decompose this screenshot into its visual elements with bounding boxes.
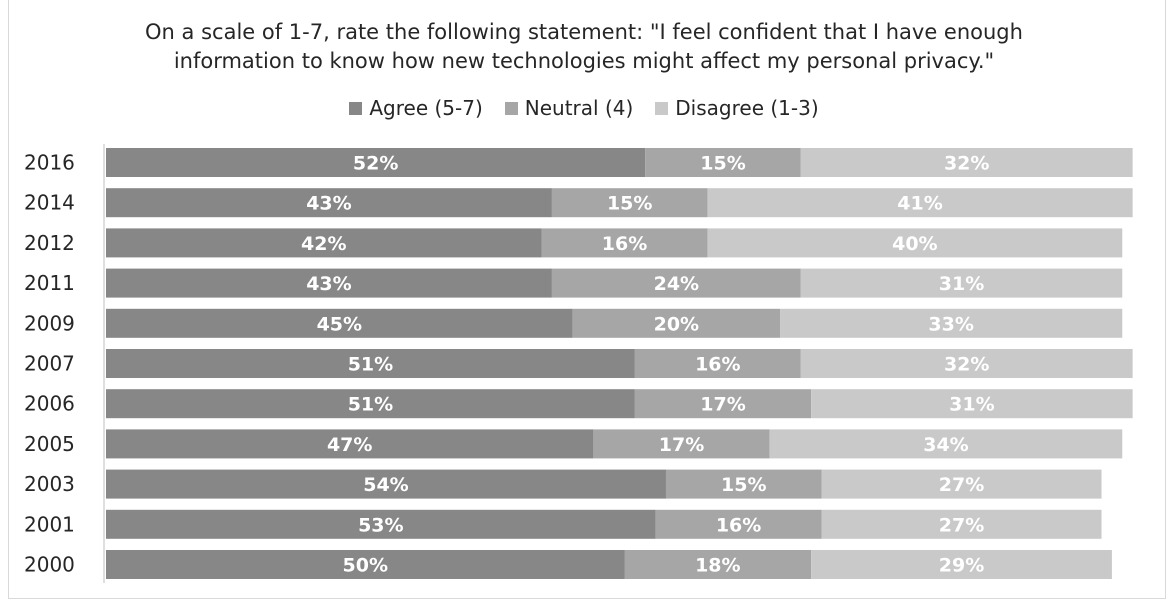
data-label-2003-series-2: 27% (939, 474, 984, 496)
data-label-2006-series-1: 17% (700, 394, 745, 416)
bar-2006-series-1 (634, 389, 812, 419)
data-label-2007-series-0: 51% (348, 354, 393, 376)
legend-swatch-agree (349, 101, 363, 115)
bar-2001-series-0 (106, 509, 656, 539)
data-label-2014-series-1: 15% (607, 193, 652, 215)
legend-swatch-neutral (504, 101, 518, 115)
y-tick-label-2011: 2011 (24, 271, 75, 295)
bar-2016-series-2 (800, 148, 1133, 177)
bar-2009-series-0 (106, 308, 573, 338)
data-label-2016-series-1: 15% (700, 153, 745, 175)
data-label-2016-series-0: 52% (353, 153, 398, 175)
data-label-2005-series-0: 47% (327, 434, 372, 456)
bar-2005-series-2 (769, 429, 1123, 459)
data-label-2003-series-0: 54% (363, 474, 408, 496)
bar-2012-series-0 (106, 228, 542, 258)
bar-2011-series-2 (800, 268, 1123, 298)
bar-2012-series-1 (541, 228, 708, 258)
data-label-2007-series-2: 32% (944, 354, 989, 376)
y-tick-label-2005: 2005 (24, 432, 75, 456)
chart-frame (8, 0, 1166, 599)
data-label-2014-series-0: 43% (306, 193, 351, 215)
y-tick-label-2012: 2012 (24, 231, 75, 255)
data-label-2009-series-0: 45% (317, 313, 362, 335)
y-tick-label-2006: 2006 (24, 392, 75, 416)
y-tick-label-2001: 2001 (24, 512, 75, 536)
data-label-2011-series-1: 24% (654, 273, 699, 295)
legend-item-neutral: Neutral (4) (504, 96, 634, 120)
bar-2012-series-2 (707, 228, 1123, 258)
data-label-2000-series-2: 29% (939, 555, 984, 577)
legend-item-agree: Agree (5-7) (349, 96, 483, 120)
legend-label-agree: Agree (5-7) (369, 96, 483, 120)
bar-2016-series-0 (106, 148, 646, 177)
bar-2009-series-2 (780, 308, 1123, 338)
data-label-2009-series-1: 20% (654, 313, 699, 335)
data-label-2011-series-2: 31% (939, 273, 984, 295)
y-tick-label-2009: 2009 (24, 311, 75, 335)
data-label-2006-series-2: 31% (949, 394, 994, 416)
legend-label-disagree: Disagree (1-3) (675, 96, 819, 120)
bar-2014-series-1 (551, 188, 708, 218)
data-label-2016-series-2: 32% (944, 153, 989, 175)
bar-2003-series-2 (821, 469, 1102, 499)
bar-2001-series-2 (821, 509, 1102, 539)
bar-2014-series-2 (707, 188, 1133, 218)
legend-item-disagree: Disagree (1-3) (655, 96, 819, 120)
bar-2006-series-0 (106, 389, 635, 419)
bar-2011-series-1 (551, 268, 801, 298)
bar-2006-series-2 (811, 389, 1133, 419)
bar-2007-series-2 (800, 349, 1133, 378)
bar-2000-series-1 (624, 550, 812, 579)
data-label-2012-series-1: 16% (602, 233, 647, 255)
chart-title-line-2: information to know how new technologies… (173, 49, 995, 73)
data-label-2012-series-0: 42% (301, 233, 346, 255)
chart-title-line-1: On a scale of 1-7, rate the following st… (145, 20, 1023, 44)
chart-title: On a scale of 1-7, rate the following st… (0, 18, 1168, 76)
data-label-2014-series-2: 41% (897, 193, 942, 215)
y-tick-label-2000: 2000 (24, 553, 75, 577)
data-label-2007-series-1: 16% (695, 354, 740, 376)
data-label-2005-series-2: 34% (923, 434, 968, 456)
data-label-2001-series-2: 27% (939, 514, 984, 536)
data-label-2006-series-0: 51% (348, 394, 393, 416)
bar-2003-series-1 (665, 469, 822, 499)
bar-2009-series-1 (572, 308, 781, 338)
bar-2007-series-0 (106, 349, 635, 378)
y-tick-label-2016: 2016 (24, 151, 75, 175)
data-label-2000-series-1: 18% (695, 555, 740, 577)
bar-2011-series-0 (106, 268, 552, 298)
data-label-2000-series-0: 50% (343, 555, 388, 577)
y-tick-label-2007: 2007 (24, 352, 75, 376)
chart-legend: Agree (5-7) Neutral (4) Disagree (1-3) (0, 96, 1168, 120)
bar-2007-series-1 (634, 349, 801, 378)
data-label-2001-series-1: 16% (716, 514, 761, 536)
data-label-2003-series-1: 15% (721, 474, 766, 496)
y-tick-label-2014: 2014 (24, 191, 75, 215)
bar-2005-series-0 (106, 429, 594, 459)
data-label-2012-series-2: 40% (892, 233, 937, 255)
bar-2016-series-1 (645, 148, 801, 177)
data-label-2011-series-0: 43% (306, 273, 351, 295)
y-tick-label-2003: 2003 (24, 472, 75, 496)
bar-2014-series-0 (106, 188, 552, 218)
bar-2000-series-2 (811, 550, 1112, 579)
bar-2005-series-1 (593, 429, 770, 459)
data-label-2005-series-1: 17% (659, 434, 704, 456)
data-label-2009-series-2: 33% (928, 313, 973, 335)
bar-2003-series-0 (106, 469, 666, 499)
legend-label-neutral: Neutral (4) (524, 96, 634, 120)
bar-2001-series-1 (655, 509, 822, 539)
bar-2000-series-0 (106, 550, 625, 579)
data-label-2001-series-0: 53% (358, 514, 403, 536)
legend-swatch-disagree (655, 101, 669, 115)
